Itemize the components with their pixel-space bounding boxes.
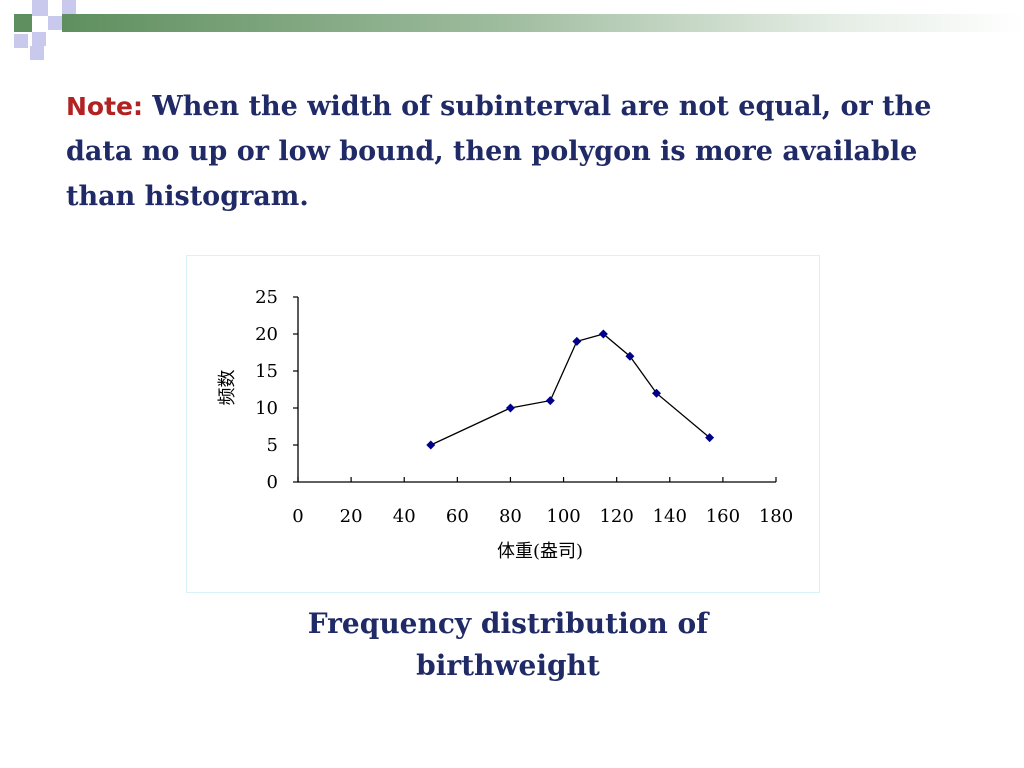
- x-tick-label: 80: [499, 506, 522, 527]
- x-tick-label: 20: [340, 506, 363, 527]
- data-point: [705, 433, 715, 443]
- title-band: [62, 14, 1024, 32]
- deco-square: [62, 0, 76, 14]
- frequency-polygon-chart: 0 5 10 15 20 25 0 20 40 60 80 100 120 140 160 180 体重(盎司)…: [217, 287, 793, 562]
- corner-decoration: [0, 0, 80, 62]
- data-point: [652, 388, 661, 398]
- note-text: When the width of subinterval are not eq…: [66, 91, 932, 212]
- x-tick-label: 120: [599, 506, 633, 527]
- x-tick-label: 140: [653, 506, 687, 527]
- x-tick-label: 100: [546, 506, 580, 527]
- data-point: [505, 403, 515, 413]
- chart-caption: Frequency distribution of birthweight: [307, 607, 709, 682]
- note-paragraph: Note: When the width of subinterval are …: [66, 84, 966, 219]
- y-tick-label: 10: [255, 398, 278, 419]
- data-point: [625, 351, 635, 361]
- deco-square: [14, 14, 32, 32]
- y-tick-label: 20: [255, 324, 278, 345]
- y-tick-label: 15: [255, 361, 278, 382]
- data-point: [545, 396, 555, 406]
- deco-square: [32, 0, 48, 16]
- data-point: [426, 440, 436, 450]
- chart-frame: 0 5 10 15 20 25 0 20 40 60 80 100 120 140 160 180 体重(盎司)…: [186, 255, 820, 593]
- deco-square: [30, 46, 44, 60]
- y-tick-label: 5: [267, 435, 278, 456]
- x-tick-label: 0: [292, 506, 303, 527]
- y-tick-label: 0: [267, 472, 278, 493]
- x-tick-label: 60: [446, 506, 469, 527]
- data-point: [572, 336, 582, 346]
- note-label: Note:: [66, 92, 144, 121]
- y-tick-label: 25: [255, 287, 278, 308]
- deco-square: [32, 32, 46, 46]
- data-point: [598, 329, 608, 339]
- series-line: [430, 333, 711, 446]
- deco-square: [48, 16, 62, 30]
- x-tick-label: 160: [706, 506, 740, 527]
- y-axis-label: 频数: [217, 370, 238, 406]
- x-tick-label: 40: [393, 506, 416, 527]
- x-tick-label: 180: [759, 506, 793, 527]
- deco-square: [14, 34, 28, 48]
- x-axis-label: 体重(盎司): [497, 541, 583, 562]
